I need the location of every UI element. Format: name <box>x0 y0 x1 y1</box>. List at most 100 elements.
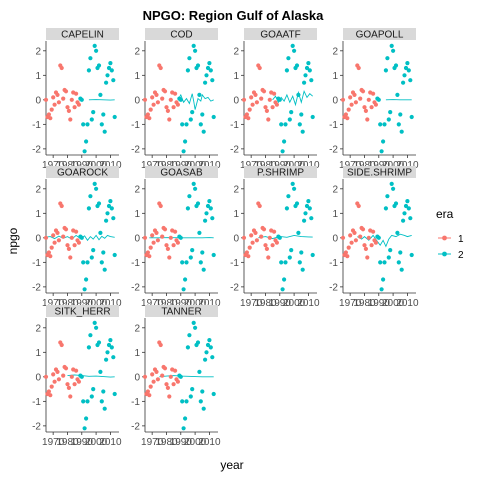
x-tick-label-side-shrimp: 2010 <box>396 298 419 309</box>
x-tick-label-capelin: 2000 <box>85 160 108 171</box>
data-point-era-1 <box>72 382 77 387</box>
data-point-era-1 <box>65 105 70 110</box>
data-point-era-1 <box>68 117 73 122</box>
data-point-era-2 <box>409 252 414 258</box>
data-point-era-1 <box>162 227 168 232</box>
y-tick-label-p-shrimp: 2 <box>233 184 239 195</box>
x-tick-label-cod: 1990 <box>170 160 193 171</box>
data-point-era-1 <box>349 102 354 107</box>
data-point-era-2 <box>101 389 106 394</box>
data-point-era-2 <box>84 139 89 144</box>
data-point-era-1 <box>352 92 357 97</box>
x-tick-label-goasab: 1980 <box>155 298 178 309</box>
data-point-era-2 <box>98 230 103 235</box>
data-point-era-2 <box>310 252 315 258</box>
data-point-era-1 <box>247 107 252 112</box>
data-point-era-1 <box>257 65 262 71</box>
data-point-era-2 <box>98 369 103 374</box>
x-tick-label-p-shrimp: 1980 <box>254 298 277 309</box>
data-point-era-2 <box>190 248 195 253</box>
x-tick-label-sitk-herr: 1980 <box>56 437 79 448</box>
data-point-era-2 <box>405 199 410 204</box>
data-point-era-2 <box>386 255 391 260</box>
data-point-era-1 <box>266 117 271 122</box>
data-point-era-2 <box>200 250 205 255</box>
data-point-era-1 <box>55 369 60 374</box>
data-point-era-2 <box>296 92 301 97</box>
data-point-era-1 <box>150 233 155 238</box>
data-point-era-2 <box>184 399 189 404</box>
data-point-era-1 <box>173 91 178 96</box>
data-point-era-2 <box>292 48 297 53</box>
data-point-era-2 <box>389 181 394 186</box>
data-point-era-2 <box>91 387 96 392</box>
data-point-era-2 <box>210 78 215 83</box>
data-point-era-2 <box>376 235 381 240</box>
x-tick-label-goarock: 1980 <box>56 298 79 309</box>
data-point-era-1 <box>69 235 74 240</box>
data-point-era-1 <box>358 234 363 239</box>
data-point-era-2 <box>280 149 285 154</box>
data-point-era-1 <box>76 102 81 107</box>
data-point-era-1 <box>274 240 279 245</box>
data-point-era-1 <box>264 246 269 251</box>
y-tick-label-p-shrimp: -2 <box>230 282 239 293</box>
data-point-era-2 <box>393 63 399 68</box>
data-point-era-2 <box>406 68 411 73</box>
data-point-era-1 <box>63 89 69 94</box>
y-tick-label-goasab: 0 <box>134 233 140 244</box>
data-point-era-2 <box>282 139 287 144</box>
data-point-era-1 <box>254 238 259 243</box>
data-point-era-2 <box>292 186 297 191</box>
data-point-era-2 <box>198 260 203 265</box>
data-point-era-2 <box>204 350 209 355</box>
y-tick-label-tanner: 2 <box>134 323 140 334</box>
strip-goarock <box>46 166 119 178</box>
data-point-era-2 <box>193 186 198 191</box>
data-point-era-1 <box>162 366 168 371</box>
x-tick-label-goaatf: 2000 <box>283 160 306 171</box>
data-point-era-2 <box>111 355 116 360</box>
fit-line-cod <box>177 93 214 110</box>
x-tick-label-tanner: 2000 <box>184 437 207 448</box>
data-point-era-2 <box>92 43 97 49</box>
data-point-era-2 <box>207 61 212 66</box>
data-point-era-1 <box>346 245 351 250</box>
y-tick-label-goasab: 1 <box>134 209 140 220</box>
data-point-era-2 <box>106 342 112 348</box>
data-point-era-1 <box>345 116 350 121</box>
data-point-era-2 <box>289 110 294 115</box>
data-point-era-2 <box>286 56 291 61</box>
data-point-era-1 <box>72 243 77 248</box>
data-point-era-2 <box>185 345 190 350</box>
data-point-era-1 <box>61 234 66 239</box>
data-point-era-2 <box>297 122 302 127</box>
data-point-era-1 <box>173 229 178 234</box>
data-point-era-2 <box>178 97 183 102</box>
y-tick-label-side-shrimp: 1 <box>332 209 338 220</box>
data-point-era-1 <box>56 377 62 382</box>
data-point-era-2 <box>409 114 414 120</box>
x-tick-label-goasab: 1990 <box>170 298 193 309</box>
x-tick-label-goaatf: 1970 <box>240 160 263 171</box>
x-tick-label-goarock: 2000 <box>85 298 108 309</box>
data-point-era-1 <box>348 95 353 100</box>
y-tick-label-cod: 1 <box>134 71 140 82</box>
x-tick-label-cod: 1980 <box>155 160 178 171</box>
data-point-era-2 <box>286 194 291 199</box>
data-point-era-2 <box>383 206 388 211</box>
data-point-era-1 <box>151 379 156 384</box>
y-tick-label-goapoll: -2 <box>329 144 338 155</box>
y-tick-label-goapoll: 1 <box>332 71 338 82</box>
data-point-era-2 <box>101 112 106 117</box>
data-point-era-2 <box>183 139 188 144</box>
fit-line-tanner <box>159 375 214 378</box>
x-tick-label-goapoll: 1980 <box>353 160 376 171</box>
legend-key-point-2 <box>442 251 447 257</box>
y-tick-label-sitk-herr: -2 <box>32 421 41 432</box>
data-point-era-1 <box>158 65 163 71</box>
data-point-era-2 <box>283 260 288 265</box>
data-point-era-2 <box>401 80 406 85</box>
